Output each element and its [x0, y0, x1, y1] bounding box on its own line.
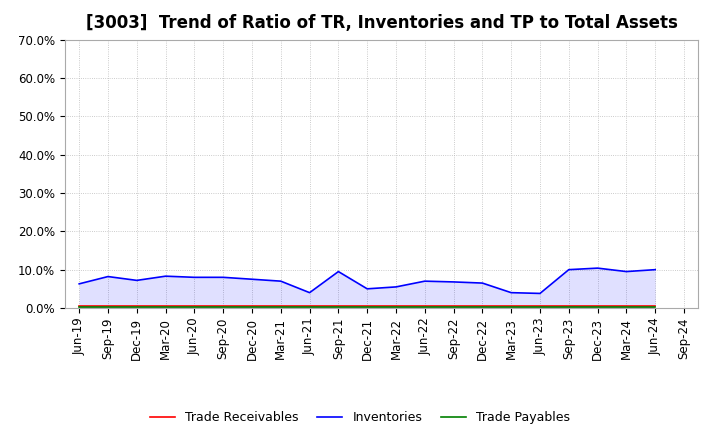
- Inventories: [392, 284, 400, 290]
- Trade Receivables: [75, 303, 84, 308]
- Trade Receivables: [219, 303, 228, 308]
- Inventories: [507, 290, 516, 295]
- Trade Receivables: [507, 303, 516, 308]
- Trade Payables: [132, 304, 141, 309]
- Trade Receivables: [363, 303, 372, 308]
- Trade Payables: [334, 304, 343, 309]
- Inventories: [161, 274, 170, 279]
- Inventories: [593, 265, 602, 271]
- Line: Inventories: Inventories: [79, 268, 655, 293]
- Trade Payables: [161, 304, 170, 309]
- Trade Payables: [507, 304, 516, 309]
- Trade Payables: [392, 304, 400, 309]
- Inventories: [334, 269, 343, 274]
- Trade Receivables: [420, 303, 429, 308]
- Trade Payables: [190, 304, 199, 309]
- Inventories: [564, 267, 573, 272]
- Trade Receivables: [564, 303, 573, 308]
- Inventories: [132, 278, 141, 283]
- Trade Payables: [564, 304, 573, 309]
- Trade Payables: [593, 304, 602, 309]
- Trade Receivables: [449, 303, 458, 308]
- Trade Receivables: [651, 303, 660, 308]
- Inventories: [622, 269, 631, 274]
- Trade Payables: [363, 304, 372, 309]
- Trade Receivables: [536, 303, 544, 308]
- Trade Receivables: [161, 303, 170, 308]
- Trade Receivables: [132, 303, 141, 308]
- Inventories: [536, 291, 544, 296]
- Trade Payables: [219, 304, 228, 309]
- Inventories: [363, 286, 372, 291]
- Trade Payables: [420, 304, 429, 309]
- Trade Payables: [478, 304, 487, 309]
- Trade Receivables: [478, 303, 487, 308]
- Trade Receivables: [190, 303, 199, 308]
- Trade Payables: [305, 304, 314, 309]
- Inventories: [104, 274, 112, 279]
- Title: [3003]  Trend of Ratio of TR, Inventories and TP to Total Assets: [3003] Trend of Ratio of TR, Inventories…: [86, 15, 678, 33]
- Inventories: [449, 279, 458, 285]
- Trade Payables: [536, 304, 544, 309]
- Inventories: [75, 281, 84, 286]
- Trade Payables: [622, 304, 631, 309]
- Inventories: [478, 280, 487, 286]
- Trade Receivables: [622, 303, 631, 308]
- Trade Payables: [248, 304, 256, 309]
- Legend: Trade Receivables, Inventories, Trade Payables: Trade Receivables, Inventories, Trade Pa…: [145, 407, 575, 429]
- Trade Payables: [449, 304, 458, 309]
- Inventories: [420, 279, 429, 284]
- Inventories: [248, 277, 256, 282]
- Trade Payables: [651, 304, 660, 309]
- Trade Receivables: [593, 303, 602, 308]
- Inventories: [276, 279, 285, 284]
- Trade Receivables: [305, 303, 314, 308]
- Inventories: [190, 275, 199, 280]
- Trade Receivables: [104, 303, 112, 308]
- Trade Receivables: [334, 303, 343, 308]
- Trade Receivables: [248, 303, 256, 308]
- Trade Payables: [75, 304, 84, 309]
- Inventories: [219, 275, 228, 280]
- Inventories: [305, 290, 314, 295]
- Trade Receivables: [276, 303, 285, 308]
- Trade Payables: [276, 304, 285, 309]
- Trade Receivables: [392, 303, 400, 308]
- Inventories: [651, 267, 660, 272]
- Trade Payables: [104, 304, 112, 309]
